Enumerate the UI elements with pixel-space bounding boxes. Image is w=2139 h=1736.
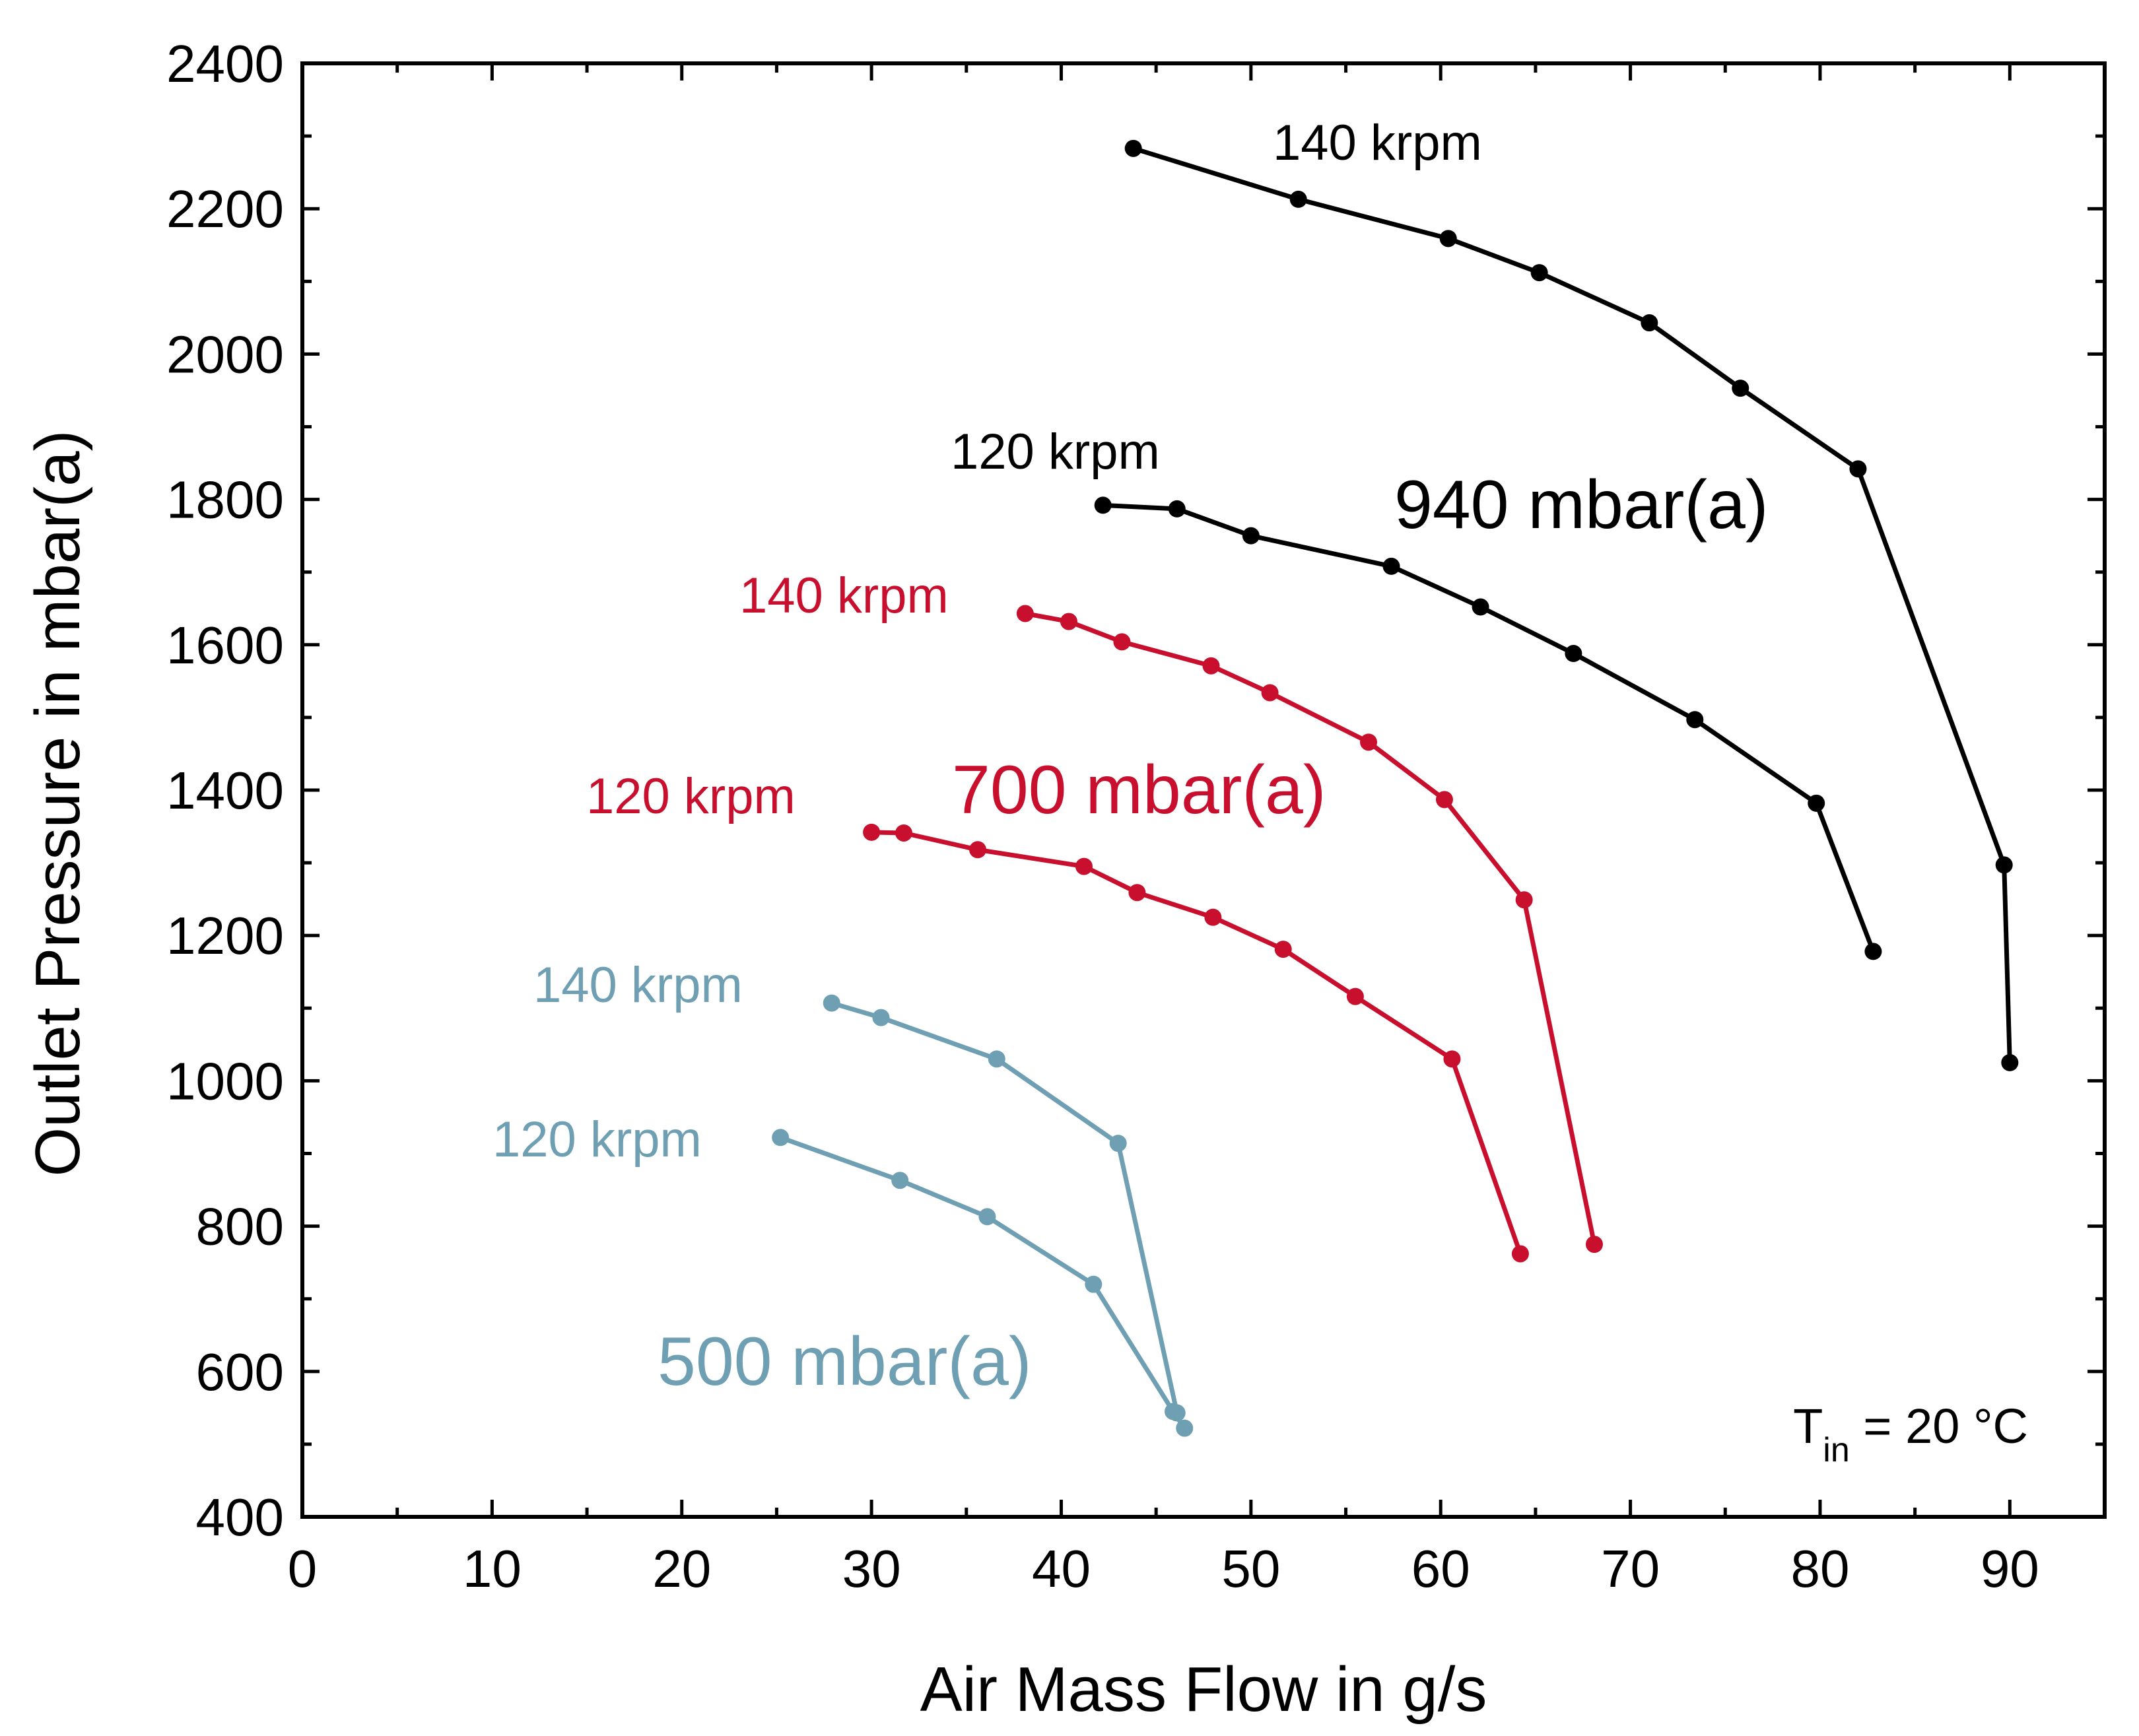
- labels-layer: 140 krpm 120 krpm 140 krpm 120 krpm 140 krpm…: [492, 115, 1768, 1400]
- data-point: [1085, 1275, 1103, 1293]
- data-point: [1511, 1245, 1529, 1263]
- temperature-note-symbol: T: [1793, 1399, 1823, 1453]
- data-point: [1360, 733, 1378, 751]
- tick-labels-layer: 0 10 20 30 40 50 60 70 80 90 400 600 800 1000 1200 1400…: [166, 34, 2039, 1598]
- data-point: [1472, 598, 1489, 616]
- data-point: [895, 824, 912, 842]
- data-point: [1060, 613, 1077, 630]
- data-point: [1242, 527, 1260, 545]
- y-tick-label: 400: [196, 1488, 284, 1547]
- series-1: [1094, 496, 1882, 960]
- data-point: [978, 1208, 996, 1226]
- data-point: [863, 823, 881, 841]
- data-point: [1530, 264, 1548, 282]
- group-label-g940: 940 mbar(a): [1394, 467, 1768, 543]
- group-label-g500: 500 mbar(a): [658, 1323, 1031, 1400]
- data-point: [1808, 794, 1825, 812]
- data-point: [823, 994, 840, 1012]
- y-tick-label: 2400: [166, 34, 284, 93]
- y-axis-title: Outlet Pressure in mbar(a): [22, 430, 93, 1176]
- data-point: [872, 1009, 890, 1026]
- data-point: [988, 1050, 1005, 1068]
- series-line: [871, 830, 1523, 1255]
- data-point: [1686, 711, 1704, 729]
- y-tick-label: 1600: [166, 616, 284, 675]
- data-point: [1289, 190, 1307, 208]
- y-tick-label: 2200: [166, 180, 284, 238]
- series-label: 140 krpm: [739, 568, 949, 624]
- temperature-note-subscript: in: [1823, 1431, 1849, 1469]
- x-tick-label: 80: [1790, 1539, 1849, 1598]
- series-5: [772, 1129, 1194, 1437]
- data-point: [1204, 908, 1222, 926]
- data-point: [1128, 884, 1146, 902]
- group-label-g700: 700 mbar(a): [952, 752, 1326, 828]
- x-axis-title: Air Mass Flow in g/s: [920, 1654, 1487, 1725]
- x-tick-label: 50: [1221, 1539, 1280, 1598]
- data-point: [1382, 557, 1400, 575]
- data-point: [1346, 987, 1364, 1005]
- x-tick-label: 40: [1032, 1539, 1091, 1598]
- series-0: [1124, 139, 2019, 1071]
- data-point: [891, 1172, 909, 1189]
- series-label: 120 krpm: [586, 768, 796, 824]
- y-tick-label: 600: [196, 1343, 284, 1401]
- series-3: [863, 823, 1529, 1263]
- x-tick-label: 10: [463, 1539, 522, 1598]
- x-tick-label: 70: [1601, 1539, 1660, 1598]
- series-label: 140 krpm: [533, 957, 743, 1013]
- data-point: [1864, 943, 1882, 960]
- data-point: [969, 841, 987, 859]
- data-point: [772, 1129, 790, 1147]
- y-tick-label: 2000: [166, 325, 284, 384]
- series-label: 120 krpm: [951, 424, 1160, 480]
- data-point: [1165, 1403, 1182, 1420]
- data-point: [1274, 941, 1292, 958]
- x-tick-label: 30: [842, 1539, 901, 1598]
- data-point: [1515, 891, 1533, 909]
- data-point: [1585, 1236, 1603, 1253]
- data-point: [2001, 1053, 2019, 1071]
- data-point: [1124, 139, 1142, 157]
- data-point: [1261, 684, 1279, 702]
- series-label: 140 krpm: [1273, 115, 1482, 171]
- data-point: [1439, 230, 1457, 248]
- y-tick-label: 800: [196, 1197, 284, 1256]
- x-tick-label: 0: [288, 1539, 318, 1598]
- y-tick-label: 1000: [166, 1052, 284, 1110]
- temperature-note: Tin = 20 °C: [1793, 1399, 2028, 1469]
- data-point: [1016, 605, 1034, 622]
- data-point: [1849, 460, 1867, 478]
- data-point: [1435, 791, 1453, 809]
- series-layer: [772, 139, 2019, 1437]
- y-tick-label: 1400: [166, 761, 284, 820]
- data-point: [1565, 645, 1582, 663]
- data-point: [1094, 496, 1112, 514]
- data-point: [1641, 314, 1658, 332]
- ticks-layer: [300, 61, 2107, 1519]
- data-point: [1732, 380, 1749, 397]
- data-point: [1109, 1135, 1127, 1152]
- data-point: [1443, 1050, 1461, 1068]
- data-point: [1113, 633, 1131, 651]
- y-tick-label: 1200: [166, 906, 284, 965]
- temperature-note-value: = 20 °C: [1850, 1399, 2028, 1453]
- x-tick-label: 60: [1411, 1539, 1470, 1598]
- data-point: [1075, 857, 1093, 875]
- x-tick-label: 90: [1981, 1539, 2039, 1598]
- x-tick-label: 20: [652, 1539, 711, 1598]
- data-point: [1995, 856, 2013, 874]
- data-point: [1202, 657, 1220, 675]
- series-2: [1016, 605, 1603, 1253]
- y-tick-label: 1800: [166, 471, 284, 529]
- series-label: 120 krpm: [492, 1112, 702, 1168]
- data-point: [1168, 500, 1186, 517]
- data-point: [1176, 1419, 1194, 1437]
